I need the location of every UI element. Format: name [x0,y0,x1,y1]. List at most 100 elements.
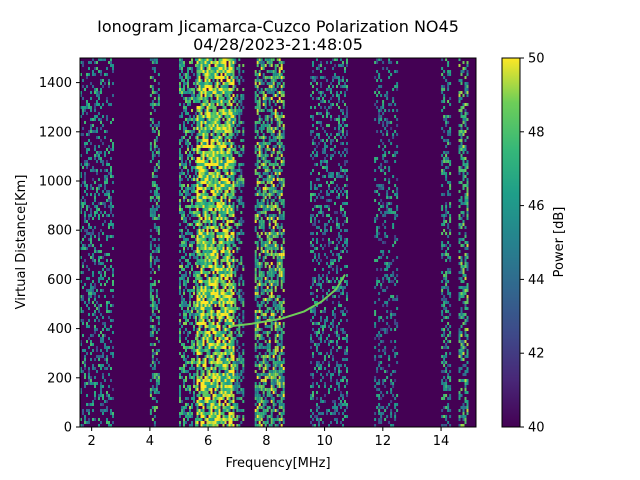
heatmap-cell [234,244,237,247]
heatmap-cell [100,91,102,94]
heatmap-cell [218,349,221,352]
heatmap-cell [228,325,231,328]
heatmap-cell [310,286,312,289]
heatmap-cell [202,85,205,88]
heatmap-cell [181,298,183,301]
heatmap-cell [218,292,221,295]
heatmap-cell [282,346,285,349]
heatmap-cell [106,400,108,403]
heatmap-cell [268,163,271,166]
heatmap-cell [202,139,205,142]
heatmap-cell [282,94,285,97]
heatmap-cell [183,310,185,313]
heatmap-cell [214,361,217,364]
heatmap-cell [193,325,195,328]
heatmap-cell [208,67,211,70]
heatmap-cell [272,418,275,421]
heatmap-cell [202,166,205,169]
heatmap-cell [206,124,209,127]
heatmap-cell [191,343,193,346]
heatmap-cell [185,316,187,319]
heatmap-cell [80,208,82,211]
heatmap-cell [153,364,156,367]
heatmap-cell [208,235,211,238]
heatmap-cell [200,310,203,313]
heatmap-cell [82,244,84,247]
heatmap-cell [222,307,225,310]
heatmap-cell [212,319,215,322]
heatmap-cell [187,184,189,187]
heatmap-cell [214,253,217,256]
heatmap-cell [191,307,193,310]
heatmap-cell [94,196,96,199]
heatmap-cell [226,382,229,385]
heatmap-cell [260,124,263,127]
heatmap-cell [183,358,185,361]
heatmap-cell [232,403,235,406]
heatmap-cell [214,64,217,67]
heatmap-cell [181,115,183,118]
heatmap-cell [157,379,160,382]
heatmap-cell [264,367,267,370]
heatmap-cell [208,184,211,187]
heatmap-cell [214,406,217,409]
heatmap-cell [226,103,229,106]
heatmap-cell [153,328,156,331]
heatmap-cell [157,376,160,379]
heatmap-cell [202,238,205,241]
heatmap-cell [183,364,185,367]
heatmap-cell [222,61,225,64]
heatmap-cell [200,340,203,343]
heatmap-cell [206,265,209,268]
heatmap-cell [102,58,104,61]
heatmap-cell [181,187,183,190]
heatmap-cell [314,142,316,145]
heatmap-cell [189,316,191,319]
heatmap-cell [149,148,152,151]
heatmap-cell [106,268,108,271]
heatmap-cell [266,364,269,367]
heatmap-cell [272,100,275,103]
heatmap-cell [92,73,94,76]
heatmap-cell [232,271,235,274]
heatmap-cell [282,250,285,253]
heatmap-cell [206,91,209,94]
heatmap-cell [254,292,257,295]
heatmap-cell [92,244,94,247]
heatmap-cell [222,211,225,214]
heatmap-cell [179,82,181,85]
heatmap-cell [193,382,195,385]
heatmap-cell [226,253,229,256]
heatmap-cell [202,67,205,70]
heatmap-cell [206,208,209,211]
heatmap-cell [216,253,219,256]
heatmap-cell [218,82,221,85]
heatmap-cell [270,109,273,112]
heatmap-cell [212,286,215,289]
heatmap-cell [200,121,203,124]
heatmap-cell [316,82,318,85]
heatmap-cell [204,250,207,253]
heatmap-cell [254,97,257,100]
heatmap-cell [216,310,219,313]
heatmap-cell [98,70,100,73]
heatmap-cell [195,79,197,82]
heatmap-cell [189,163,191,166]
heatmap-cell [106,418,108,421]
heatmap-cell [280,334,283,337]
heatmap-cell [185,346,187,349]
heatmap-cell [155,58,158,61]
heatmap-cell [86,325,88,328]
heatmap-cell [266,361,269,364]
heatmap-cell [222,415,225,418]
heatmap-cell [82,286,84,289]
heatmap-cell [262,193,265,196]
heatmap-cell [228,313,231,316]
heatmap-cell [214,415,217,418]
heatmap-cell [230,112,233,115]
heatmap-cell [198,199,201,202]
heatmap-cell [236,88,239,91]
heatmap-cell [179,142,181,145]
heatmap-cell [262,163,265,166]
heatmap-cell [228,361,231,364]
